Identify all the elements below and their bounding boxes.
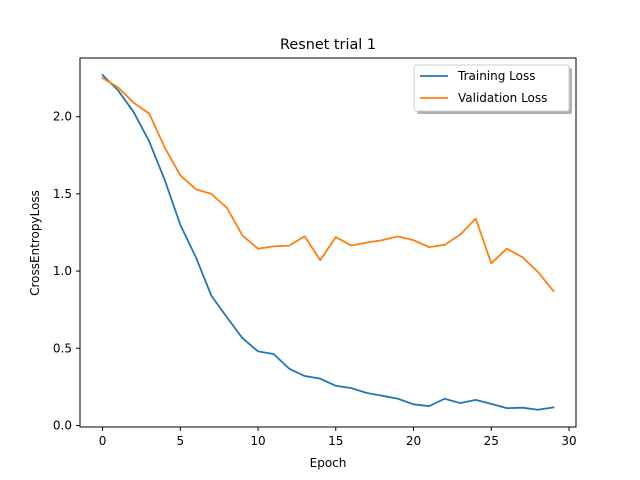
legend-box [413,64,570,112]
y-tick-label: 1.0 [53,264,72,278]
x-tick-label: 10 [250,434,265,448]
axes: 0 5 10 15 20 25 30 0.0 0.5 1.0 1.5 2.0 [53,57,577,448]
axes-frame [79,57,577,428]
legend-label-validation-loss: Validation Loss [458,91,547,105]
x-tick-label: 25 [484,434,499,448]
y-tick-label: 2.0 [53,110,72,124]
y-tick-label: 0.0 [53,418,72,432]
plot-area [101,73,555,411]
y-tick-label: 0.5 [53,341,72,355]
series-line-validation-loss [101,76,555,293]
chart-title: Resnet trial 1 [280,37,376,53]
y-axis-label: CrossEntropyLoss [28,190,42,296]
x-axis-label: Epoch [310,456,347,470]
legend: Training Loss Validation Loss [413,64,572,114]
x-tick-label: 5 [176,434,184,448]
legend-label-training-loss: Training Loss [457,69,535,83]
x-tick-label: 20 [406,434,421,448]
x-tick-label: 30 [561,434,576,448]
y-tick-label: 1.5 [53,187,72,201]
x-tick-label: 0 [99,434,107,448]
series-line-training-loss [101,73,555,411]
x-tick-label: 15 [328,434,343,448]
